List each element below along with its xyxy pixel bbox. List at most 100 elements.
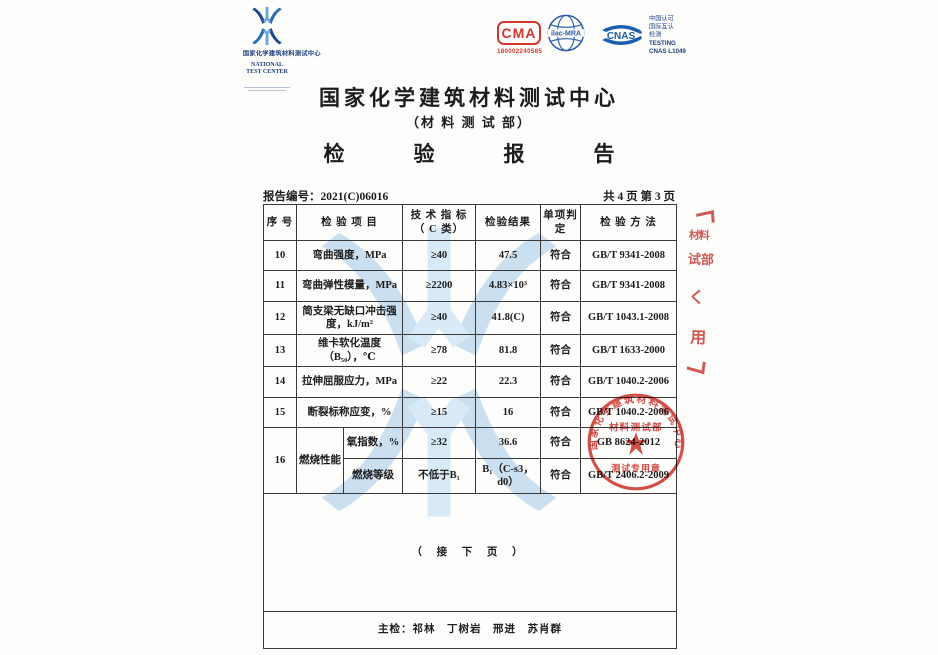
ntc-name-en-line1: NATIONAL [251,61,283,68]
result-cell: 81.8 [475,334,541,367]
header-spec: 技 术 指 标 （ C 类） [402,204,476,241]
table-row: 12 简支梁无缺口冲击强度，kJ/m² ≥40 41.8(C) 符合 GB/T … [263,301,677,335]
item-cell: 断裂标称应变，% [296,397,403,428]
item-cell: 维卡软化温度 （B₅₀），℃ [296,334,403,367]
header-spec-line2: （ C 类） [413,223,465,235]
item-cell: 弯曲强度，MPa [296,240,403,271]
table-row: 11 弯曲弹性模量，MPa ≥2200 4.83×10³ 符合 GB/T 934… [263,270,677,302]
spec-cell: 不低于B₁ [402,458,476,494]
logo-fineprint-line [248,90,286,91]
report-number-label: 报告编号： [263,191,321,203]
round-stamp-purpose-text: 测试专用章 [611,463,661,474]
accreditation-line: 中国认可 [649,15,674,23]
cnas-mark: CNAS [597,24,645,51]
edge-stamp-bracket-icon [696,210,715,226]
cma-mark: CMA 180002240585 [497,21,543,59]
report-number: 报告编号：2021(C)06016 [263,188,388,204]
spec-cell: ≥40 [402,301,476,335]
result-cell: B₁（C-s3，d0） [475,458,541,494]
spec-cell: ≥22 [402,366,476,398]
seq-cell: 10 [263,240,297,271]
accreditation-line: 检测 [649,31,662,39]
seq-cell: 12 [263,301,297,335]
seq-cell: 11 [263,270,297,302]
spec-cell: ≥15 [402,397,476,428]
table-row: 10 弯曲强度，MPa ≥40 47.5 符合 GB/T 9341-2008 [263,240,677,271]
judgement-cell: 符合 [540,427,581,459]
judgement-cell: 符合 [540,270,581,302]
judgement-cell: 符合 [540,240,581,271]
cnas-label: CNAS [607,31,636,42]
header-result: 检验结果 [475,204,541,241]
method-cell: GB/T 9341-2008 [580,270,677,302]
result-cell: 36.6 [475,427,541,459]
edge-stamp-fragment: 试部 [687,251,715,268]
edge-stamp-fragment: く [688,289,705,308]
ntc-name-en: NATIONAL TEST CENTER [244,61,291,75]
edge-stamp-fragment: 材料 [688,229,709,243]
document-title: 国家化学建筑材料测试中心 [319,86,619,110]
result-cell: 47.5 [475,240,541,271]
result-cell: 41.8(C) [475,301,541,335]
ilac-mra-label: ilac-MRA [551,30,581,37]
seq-cell: 13 [263,334,297,367]
report-number-value: 2021(C)06016 [320,191,389,203]
inspectors-row: 主检：祁林 丁树岩 邢进 苏肖群 [263,611,677,649]
method-cell: GB/T 1633-2000 [580,334,677,367]
ilac-mra-icon: ilac-MRA [547,14,585,52]
judgement-cell: 符合 [540,334,581,367]
judgement-cell: 符合 [540,366,581,398]
department-subtitle: （材 料 测 试 部） [405,115,532,130]
accreditation-line: TESTING [649,39,676,47]
cma-number: 180002240585 [497,48,543,55]
results-table: 序 号 检 验 项 目 技 术 指 标 （ C 类） 检验结果 单项判定 检 验… [263,204,677,649]
edge-stamp: 材料 试部 く 用 [684,210,721,375]
header-spec-line1: 技 术 指 标 [410,210,468,222]
round-stamp-icon: 国家化学建筑材料测试中心 材料测试部 测试专用章 [586,392,685,491]
report-meta: 报告编号：2021(C)06016 共 4 页 第 3 页 [263,188,675,204]
method-cell: GB/T 1043.1-2008 [580,301,677,335]
spec-cell: ≥78 [402,334,476,367]
item-cell: 弯曲弹性模量，MPa [296,270,403,302]
round-stamp: 国家化学建筑材料测试中心 材料测试部 测试专用章 [582,388,690,496]
table-row: 13 维卡软化温度 （B₅₀），℃ ≥78 81.8 符合 GB/T 1633-… [263,334,677,367]
spec-cell: ≥2200 [402,270,476,302]
result-cell: 4.83×10³ [475,270,541,302]
edge-stamp-fragment: 用 [689,329,707,348]
results-table-wrap: 序 号 检 验 项 目 技 术 指 标 （ C 类） 检验结果 单项判定 检 验… [263,204,677,649]
ntc-name-en-line2: TEST CENTER [246,67,288,75]
item-cell: 简支梁无缺口冲击强度，kJ/m² [296,301,403,335]
judgement-cell: 符合 [540,458,581,494]
seq-cell: 15 [263,397,297,428]
method-cell: GB 8624-2012 [580,427,677,459]
result-cell: 16 [475,397,541,428]
ntc-name-cn: 国家化学建筑材料测试中心 [242,50,321,58]
item-cell: 拉伸屈服应力，MPa [296,366,403,398]
ntc-logo: 国家化学建筑材料测试中心 NATIONAL TEST CENTER [228,6,321,91]
table-row: 15 断裂标称应变，% ≥15 16 符合 GB/T 1040.2-2006 [263,397,677,428]
item-group-cell: 燃烧性能 [296,427,344,494]
judgement-cell: 符合 [540,301,581,335]
spec-cell: ≥40 [402,240,476,271]
continuation-row: （ 接 下 页 ） [263,493,677,612]
method-cell: GB/T 9341-2008 [580,240,677,271]
logo-fineprint-line [244,87,290,88]
table-header-row: 序 号 检 验 项 目 技 术 指 标 （ C 类） 检验结果 单项判定 检 验… [263,204,677,241]
judgement-cell: 符合 [540,397,581,428]
report-title: 检 验 报 告 [323,142,639,166]
edge-stamp-bracket-icon [686,357,706,375]
inspectors-cell: 主检：祁林 丁树岩 邢进 苏肖群 [263,611,677,649]
header-judge: 单项判定 [540,204,581,241]
table-row: 16 燃烧性能 氧指数，% ≥32 36.6 符合 GB 8624-2012 [263,427,677,494]
continuation-note: （ 接 下 页 ） [263,493,677,612]
header-method: 检 验 方 法 [580,204,677,241]
cnas-mark-icon: CNAS [602,25,642,45]
accreditation-line: 国际互认 [649,23,674,31]
seq-cell: 16 [263,427,297,494]
ntc-emblem-icon [252,6,282,46]
seq-cell: 14 [263,366,297,398]
spec-cell: ≥32 [402,427,476,459]
round-stamp-dept-text: 材料测试部 [608,421,663,433]
sub-item-cell: 氧指数，% [343,427,403,459]
ilac-mra-mark: ilac-MRA [547,14,585,57]
